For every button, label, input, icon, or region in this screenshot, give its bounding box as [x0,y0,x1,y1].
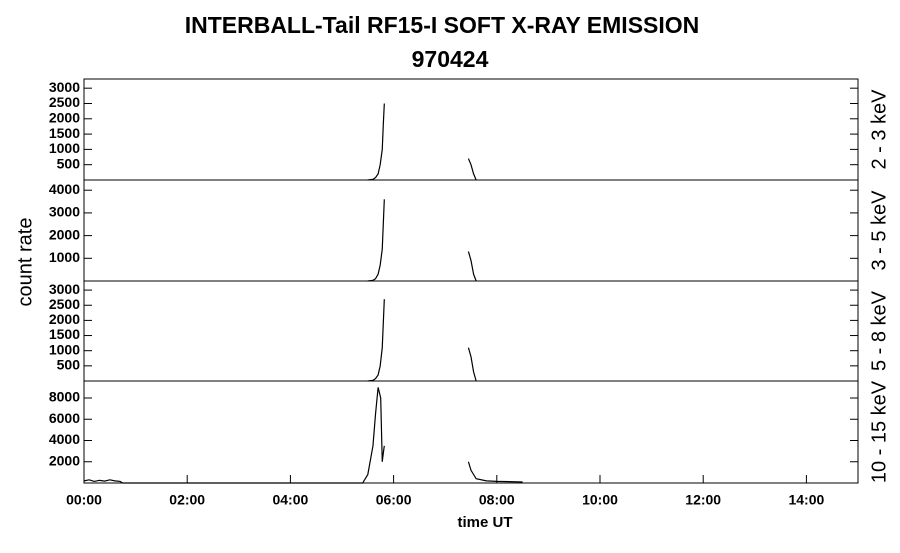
y-axis-label: count rate [14,218,36,307]
data-line [367,199,477,282]
x-tick-label: 04:00 [272,492,308,508]
y-tick-label: 1500 [49,326,80,342]
panel-label: 10 - 15 keV [868,380,890,483]
y-tick-label: 3000 [49,281,80,297]
y-tick-label: 4000 [49,181,80,197]
y-tick-label: 8000 [49,389,80,405]
y-tick-label: 1500 [49,125,80,141]
y-tick-label: 4000 [49,431,80,447]
x-tick-label: 10:00 [582,492,618,508]
chart-title: INTERBALL-Tail RF15-I SOFT X-RAY EMISSIO… [185,12,700,38]
x-tick-label: 00:00 [66,492,102,508]
y-tick-label: 1000 [49,140,80,156]
x-tick-label: 06:00 [376,492,412,508]
y-tick-label: 1000 [49,341,80,357]
y-tick-label: 3000 [49,79,80,95]
y-tick-label: 3000 [49,204,80,220]
x-tick-label: 08:00 [479,492,515,508]
panel-frame [83,280,859,382]
y-tick-label: 1000 [49,249,80,265]
y-tick-label: 2000 [49,452,80,468]
chart-subtitle: 970424 [412,46,489,72]
y-tick-label: 500 [57,357,81,373]
x-tick-label: 02:00 [169,492,205,508]
y-tick-label: 2500 [49,296,80,312]
y-tick-label: 500 [57,155,81,171]
data-line [83,387,523,484]
data-line [367,299,477,382]
panel-frame [83,179,859,282]
y-tick-label: 2500 [49,94,80,110]
panel-label: 2 - 3 keV [868,89,890,170]
panel-frame [83,380,859,484]
x-tick-label: 14:00 [788,492,824,508]
y-tick-label: 6000 [49,410,80,426]
y-tick-label: 2000 [49,109,80,125]
panel-label: 5 - 8 keV [868,290,890,371]
data-line [367,103,477,181]
y-tick-label: 2000 [49,311,80,327]
panel-label: 3 - 5 keV [868,190,890,271]
y-tick-label: 2000 [49,226,80,242]
x-tick-label: 12:00 [685,492,721,508]
x-axis-label: time UT [457,514,512,531]
